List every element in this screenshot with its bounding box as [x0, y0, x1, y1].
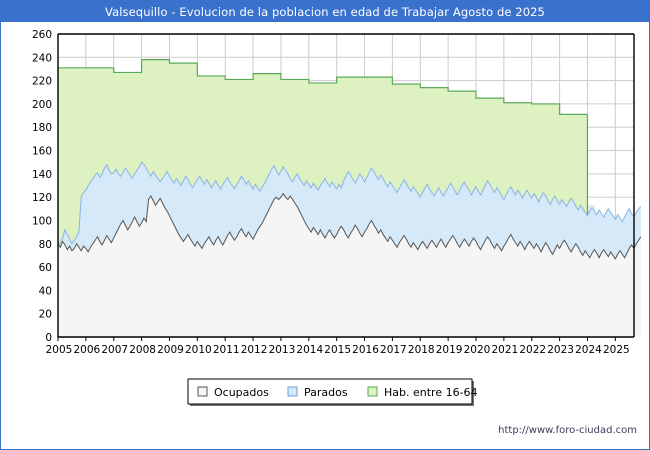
series-area-ocupados	[58, 193, 641, 337]
x-tick-label: 2021	[491, 344, 518, 356]
y-axis-tick-labels: 0 20 40 60 80 100 120 140 160 180 200 220 240 260	[32, 29, 52, 344]
x-tick-label: 2005	[46, 344, 73, 356]
chart-axes	[57, 33, 635, 338]
y-tick-label: 80	[39, 239, 52, 251]
legend-label-1: Ocupados	[214, 386, 269, 399]
x-tick-label: 2009	[157, 344, 184, 356]
y-tick-label: 200	[32, 99, 52, 111]
x-tick-label: 2020	[464, 344, 491, 356]
y-tick-label: 40	[39, 285, 52, 297]
y-tick-label: 20	[39, 309, 52, 321]
x-tick-label: 2019	[436, 344, 463, 356]
x-tick-label: 2012	[241, 344, 268, 356]
x-tick-label: 2013	[269, 344, 296, 356]
legend-label-3: Hab. entre 16-64	[384, 386, 478, 399]
series-line-ocupados	[57, 192, 642, 260]
x-tick-label: 2006	[73, 344, 100, 356]
window-title-bar: Valsequillo - Evolucion de la poblacion …	[1, 1, 649, 22]
series-line-parados	[57, 161, 642, 245]
legend-box	[187, 378, 473, 405]
x-tick-label: 2011	[213, 344, 240, 356]
chart-footer: http://www.foro-ciudad.com	[498, 425, 637, 436]
population-evolution-chart: FORO-CIUDAD.COM 020406080100120140160180…	[32, 29, 642, 436]
y-tick-label: 220	[32, 76, 52, 88]
x-tick-label: 2025	[603, 344, 630, 356]
y-tick-label: 240	[32, 52, 52, 64]
y-tick-label: 260	[32, 29, 52, 41]
x-tick-label: 2018	[408, 344, 435, 356]
series-line-habitantes	[58, 59, 588, 116]
y-tick-label: 140	[32, 169, 52, 181]
x-tick-label: 2017	[380, 344, 407, 356]
x-tick-label: 2022	[519, 344, 546, 356]
y-tick-label: 0	[45, 332, 52, 344]
legend-label-2: Parados	[304, 386, 348, 399]
x-axis-tick-labels: 2005 2006 2007 2008 2009 2010 2011 2012 2013 2014…	[46, 337, 630, 356]
y-tick-label: 120	[32, 192, 52, 204]
x-tick-label: 2016	[352, 344, 379, 356]
y-tick-label: 100	[32, 215, 52, 227]
x-tick-label: 2023	[547, 344, 574, 356]
y-tick-label: 60	[39, 262, 52, 274]
x-tick-label: 2010	[185, 344, 212, 356]
y-tick-label: 180	[32, 122, 52, 134]
page-title: Valsequillo - Evolucion de la poblacion …	[105, 4, 545, 19]
x-tick-label: 2008	[129, 344, 156, 356]
y-tick-label: 160	[32, 146, 52, 158]
legend-swatch-1	[197, 386, 208, 397]
chart-canvas: FORO-CIUDAD.COM 020406080100120140160180…	[1, 22, 649, 449]
x-tick-label: 2014	[296, 344, 323, 356]
chart-series-group	[57, 59, 642, 337]
legend-swatch-3	[367, 386, 378, 397]
x-tick-label: 2007	[101, 344, 128, 356]
chart-legend: Ocupados Parados Hab. entre 16-64	[187, 378, 478, 406]
x-tick-label: 2015	[324, 344, 351, 356]
source-url: http://www.foro-ciudad.com	[498, 425, 637, 436]
legend-swatch-2	[287, 386, 298, 397]
x-tick-label: 2024	[575, 344, 602, 356]
